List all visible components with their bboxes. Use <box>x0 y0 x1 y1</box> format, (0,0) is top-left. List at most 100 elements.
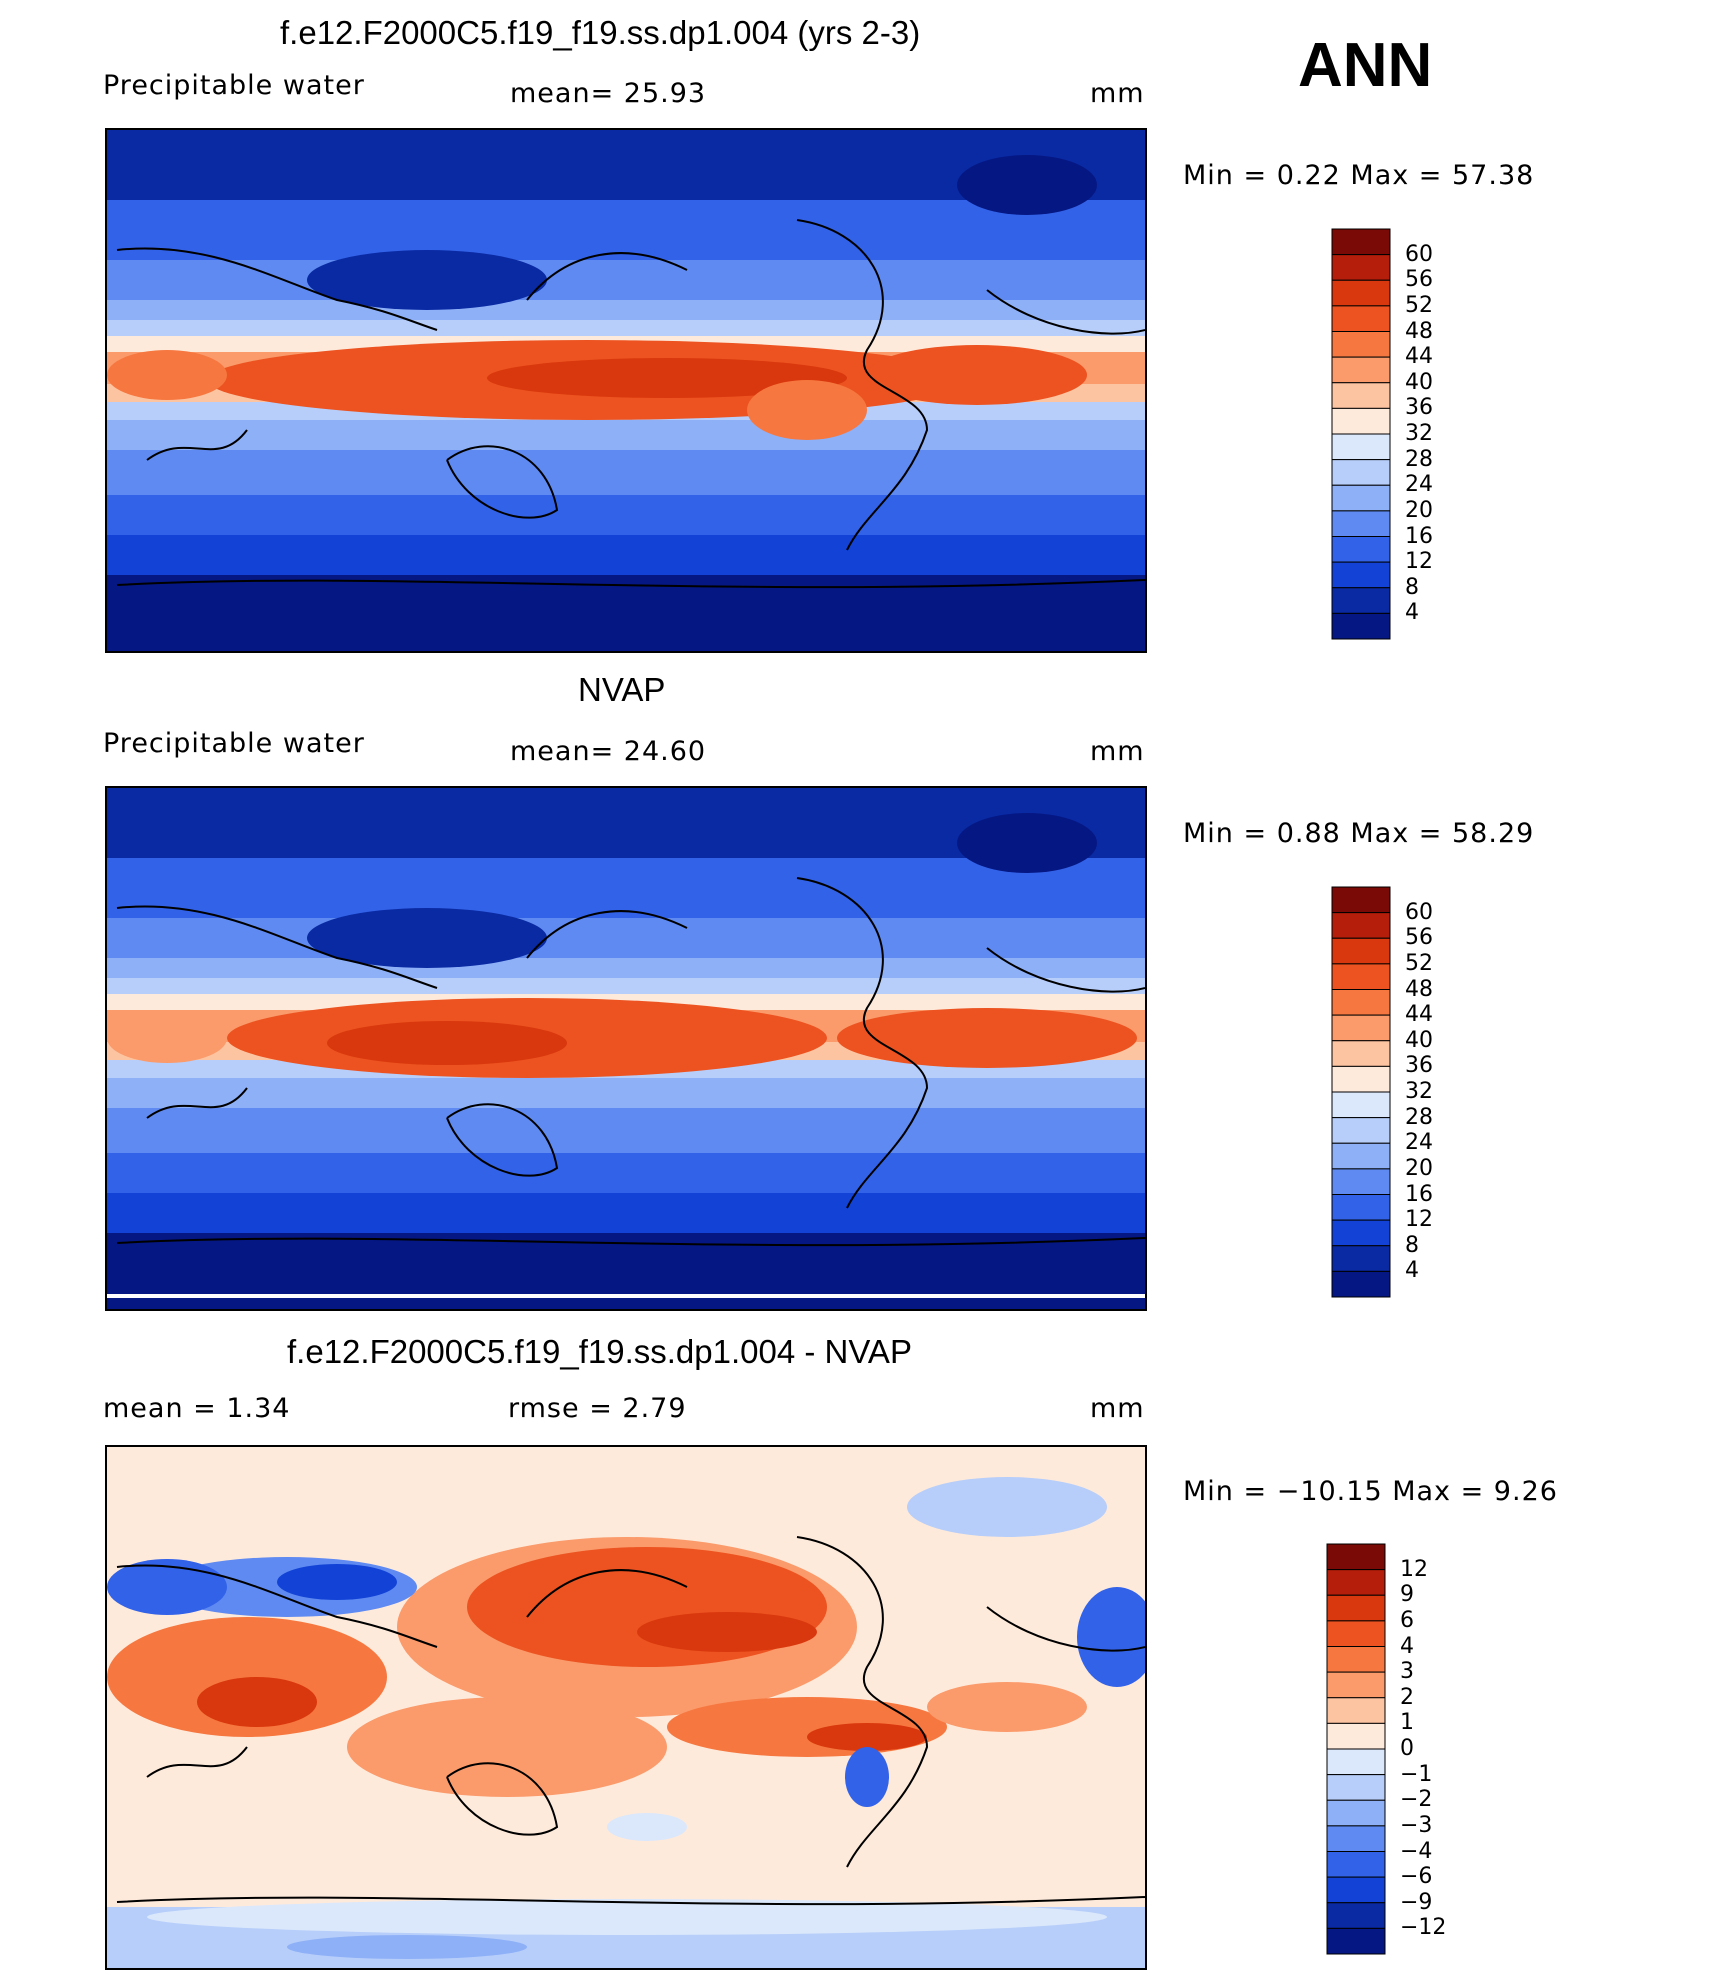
colorbar-tick-label: 44 <box>1405 344 1433 370</box>
colorbar-box <box>1326 1722 1386 1750</box>
season-label: ANN <box>1298 31 1433 100</box>
colorbar-box <box>1331 279 1391 307</box>
colorbar-tick-label: 9 <box>1400 1582 1414 1608</box>
colorbar-box <box>1331 912 1391 939</box>
colorbar-tick-label: 56 <box>1405 925 1433 951</box>
colorbar-box <box>1331 331 1391 358</box>
colorbar-box <box>1326 1543 1386 1571</box>
colorbar-tick-label: 52 <box>1405 950 1433 976</box>
colorbar-box <box>1331 1014 1391 1042</box>
colorbar-box <box>1326 1876 1386 1904</box>
panel-units-model: mm <box>1090 78 1145 109</box>
colorbar-box <box>1331 228 1391 256</box>
colorbar-box <box>1331 536 1391 563</box>
colorbar-tick-label: 32 <box>1405 421 1433 446</box>
colorbar-model-boxes <box>1331 228 1391 640</box>
colorbar-tick-label: 20 <box>1405 497 1433 523</box>
panel-title-obs: NVAP <box>578 671 666 708</box>
colorbar-tick-label: 48 <box>1405 976 1433 1002</box>
colorbar-tick-label: 24 <box>1405 1130 1433 1156</box>
colorbar-tick-label: 8 <box>1405 1232 1419 1258</box>
panel-mean-diff: mean = 1.34 <box>103 1393 291 1424</box>
colorbar-tick-label: 12 <box>1405 549 1433 575</box>
colorbar-tick-label: 4 <box>1405 1258 1419 1284</box>
colorbar-tick-label: 60 <box>1405 899 1433 925</box>
colorbar-tick-label: 60 <box>1405 241 1433 267</box>
colorbar-box <box>1326 1697 1386 1724</box>
colorbar-box <box>1331 1168 1391 1195</box>
colorbar-box <box>1331 305 1391 332</box>
colorbar-tick-label: 16 <box>1405 1181 1433 1207</box>
colorbar-box <box>1331 1219 1391 1247</box>
panel-left-label-model: Precipitable water <box>103 70 365 101</box>
panel-left-label-obs: Precipitable water <box>103 728 365 759</box>
colorbar-box <box>1331 382 1391 409</box>
colorbar-tick-label: −6 <box>1400 1864 1433 1890</box>
colorbar-model <box>1331 228 1391 646</box>
colorbar-tick-label: 36 <box>1405 395 1433 421</box>
colorbar-box <box>1326 1902 1386 1929</box>
colorbar-box <box>1331 937 1391 965</box>
colorbar-box <box>1331 510 1391 537</box>
colorbar-diff <box>1326 1543 1386 1961</box>
colorbar-box <box>1331 1245 1391 1272</box>
colorbar-box <box>1331 989 1391 1016</box>
panel-range-model: Min = 0.22 Max = 57.38 <box>1183 160 1535 191</box>
colorbar-box <box>1331 1040 1391 1067</box>
colorbar-box <box>1331 1142 1391 1170</box>
colorbar-obs <box>1331 886 1391 1304</box>
colorbar-tick-label: 4 <box>1400 1633 1414 1659</box>
colorbar-tick-label: 8 <box>1405 574 1419 600</box>
colorbar-tick-label: −12 <box>1400 1915 1447 1941</box>
colorbar-box <box>1326 1569 1386 1596</box>
panel-title-model: f.e12.F2000C5.f19_f19.ss.dp1.004 (yrs 2-… <box>280 14 921 51</box>
colorbar-box <box>1326 1799 1386 1827</box>
colorbar-tick-label: 12 <box>1400 1556 1428 1582</box>
colorbar-box <box>1331 587 1391 614</box>
colorbar-tick-label: 48 <box>1405 318 1433 344</box>
colorbar-tick-label: 44 <box>1405 1002 1433 1028</box>
colorbar-tick-label: 28 <box>1405 446 1433 472</box>
colorbar-tick-label: 36 <box>1405 1053 1433 1079</box>
colorbar-box <box>1331 356 1391 384</box>
colorbar-box <box>1326 1774 1386 1801</box>
colorbar-tick-label: 0 <box>1400 1736 1414 1761</box>
colorbar-box <box>1326 1620 1386 1647</box>
colorbar-tick-label: 2 <box>1400 1684 1414 1710</box>
colorbar-box <box>1331 561 1391 589</box>
colorbar-box <box>1331 1117 1391 1144</box>
colorbar-box <box>1326 1851 1386 1878</box>
colorbar-tick-label: 28 <box>1405 1104 1433 1130</box>
colorbar-tick-label: 52 <box>1405 292 1433 318</box>
colorbar-tick-label: 3 <box>1400 1659 1414 1685</box>
panel-mean-model: mean= 25.93 <box>510 78 707 109</box>
panel-range-diff: Min = −10.15 Max = 9.26 <box>1183 1476 1558 1507</box>
colorbar-tick-label: 1 <box>1400 1710 1414 1736</box>
colorbar-tick-label: −2 <box>1400 1787 1433 1813</box>
colorbar-tick-label: 16 <box>1405 523 1433 549</box>
colorbar-tick-label: 24 <box>1405 472 1433 498</box>
colorbar-box <box>1331 886 1391 914</box>
colorbar-box <box>1331 963 1391 990</box>
colorbar-box <box>1326 1748 1386 1776</box>
colorbar-box <box>1326 1646 1386 1673</box>
colorbar-box <box>1331 254 1391 281</box>
map-model <box>105 128 1147 653</box>
map-obs <box>105 786 1147 1311</box>
map-diff <box>105 1445 1147 1970</box>
colorbar-box <box>1326 1927 1386 1955</box>
colorbar-box <box>1331 484 1391 512</box>
colorbar-box <box>1331 1065 1391 1093</box>
colorbar-box <box>1326 1594 1386 1622</box>
panel-rmse-diff: rmse = 2.79 <box>508 1393 687 1424</box>
panel-mean-obs: mean= 24.60 <box>510 736 707 767</box>
colorbar-tick-label: −1 <box>1400 1761 1433 1787</box>
colorbar-tick-label: 40 <box>1405 1027 1433 1053</box>
colorbar-tick-label: 32 <box>1405 1079 1433 1104</box>
colorbar-tick-label: 4 <box>1405 600 1419 626</box>
colorbar-box <box>1331 407 1391 435</box>
colorbar-box <box>1331 1194 1391 1221</box>
colorbar-tick-label: 20 <box>1405 1155 1433 1181</box>
colorbar-obs-boxes <box>1331 886 1391 1298</box>
colorbar-box <box>1326 1671 1386 1699</box>
